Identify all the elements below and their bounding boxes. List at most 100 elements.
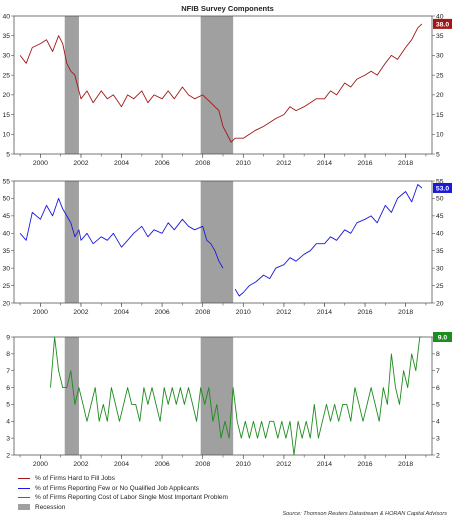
last-value-label: 38.0 <box>436 21 449 28</box>
y-tick-label-left: 20 <box>2 300 10 307</box>
legend-label-recession: Recession <box>35 503 66 511</box>
x-tick-label: 2010 <box>236 309 251 316</box>
x-tick-label: 2004 <box>114 309 129 316</box>
y-tick-label-right: 40 <box>436 13 444 20</box>
y-tick-label-left: 30 <box>2 53 10 60</box>
legend-label-hard-to-fill: % of Firms Hard to Fill Jobs <box>35 475 115 482</box>
x-tick-label: 2010 <box>236 160 251 167</box>
panel-cost-of-labor: 2233445566778899200020022004200620082010… <box>6 332 452 468</box>
x-tick-label: 2004 <box>114 160 129 167</box>
x-tick-label: 2002 <box>73 309 88 316</box>
x-tick-label: 2008 <box>195 461 210 468</box>
y-tick-label-left: 15 <box>2 112 10 119</box>
y-tick-label-right: 6 <box>436 385 440 392</box>
x-tick-label: 2018 <box>398 160 413 167</box>
y-tick-label-left: 30 <box>2 265 10 272</box>
y-tick-label-left: 50 <box>2 196 10 203</box>
y-tick-label-left: 40 <box>2 13 10 20</box>
x-tick-label: 2018 <box>398 461 413 468</box>
y-tick-label-right: 5 <box>436 402 440 409</box>
last-value-badge <box>433 18 452 29</box>
y-tick-label-right: 40 <box>436 231 444 238</box>
x-tick-label: 2000 <box>33 160 48 167</box>
x-tick-label: 2006 <box>155 309 170 316</box>
y-tick-label-right: 7 <box>436 368 440 375</box>
series-line-few-qualified <box>19 184 423 297</box>
x-tick-label: 2006 <box>155 160 170 167</box>
recession-band <box>200 337 234 455</box>
x-tick-label: 2012 <box>276 309 291 316</box>
y-tick-label-right: 35 <box>436 248 444 255</box>
x-tick-label: 2010 <box>236 461 251 468</box>
y-tick-label-right: 25 <box>436 283 444 290</box>
y-tick-label-right: 2 <box>436 452 440 459</box>
y-tick-label-left: 8 <box>6 351 10 358</box>
source-note: Source: Thomson Reuters Datastream & HOR… <box>282 511 447 517</box>
y-tick-label-left: 9 <box>6 334 10 341</box>
last-value-badge <box>433 332 452 342</box>
y-tick-label-right: 15 <box>436 112 444 119</box>
y-tick-label-left: 20 <box>2 92 10 99</box>
legend: % of Firms Hard to Fill Jobs % of Firms … <box>18 474 228 512</box>
recession-band <box>64 16 79 154</box>
x-tick-label: 2002 <box>73 461 88 468</box>
x-tick-label: 2012 <box>276 461 291 468</box>
legend-item-recession: Recession <box>18 503 228 513</box>
recession-band <box>200 16 234 154</box>
legend-swatch-recession <box>18 504 30 511</box>
y-tick-label-right: 30 <box>436 265 444 272</box>
legend-label-few-qualified: % of Firms Reporting Few or No Qualified… <box>35 484 200 492</box>
x-tick-label: 2006 <box>155 461 170 468</box>
x-tick-label: 2014 <box>317 160 332 167</box>
y-tick-label-left: 25 <box>2 283 10 290</box>
x-tick-label: 2008 <box>195 160 210 167</box>
x-tick-label: 2000 <box>33 461 48 468</box>
y-tick-label-right: 35 <box>436 33 444 40</box>
y-tick-label-left: 35 <box>2 248 10 255</box>
recession-band <box>200 181 234 303</box>
recession-band <box>64 337 79 455</box>
y-tick-label-left: 40 <box>2 231 10 238</box>
y-tick-label-left: 10 <box>2 132 10 139</box>
series-line-hard-to-fill <box>19 23 423 143</box>
x-tick-label: 2016 <box>357 160 372 167</box>
legend-item-cost-of-labor: % of Firms Reporting Cost of Labor Singl… <box>18 493 228 503</box>
y-tick-label-right: 10 <box>436 132 444 139</box>
x-tick-label: 2012 <box>276 160 291 167</box>
y-tick-label-left: 6 <box>6 385 10 392</box>
y-tick-label-left: 25 <box>2 72 10 79</box>
y-tick-label-left: 35 <box>2 33 10 40</box>
recession-band <box>64 181 79 303</box>
chart-title: NFIB Survey Components <box>181 4 274 13</box>
y-tick-label-right: 55 <box>436 178 444 185</box>
y-tick-label-right: 4 <box>436 419 440 426</box>
y-tick-label-right: 20 <box>436 300 444 307</box>
panel-hard-to-fill: 5 5 10 10 15 15 20 20 25 25 30 30 35 35 40 40 2000 2002 20… <box>2 13 452 167</box>
y-tick-label-left: 5 <box>6 402 10 409</box>
y-tick-label-left: 4 <box>6 419 10 426</box>
y-tick-label-left: 2 <box>6 452 10 459</box>
y-tick-label-left: 5 <box>6 151 10 158</box>
x-tick-label: 2014 <box>317 461 332 468</box>
x-tick-label: 2018 <box>398 309 413 316</box>
series-line-cost-of-labor <box>50 336 422 456</box>
legend-item-few-qualified: % of Firms Reporting Few or No Qualified… <box>18 484 228 494</box>
y-tick-label-right: 25 <box>436 72 444 79</box>
y-tick-label-left: 7 <box>6 368 10 375</box>
x-tick-label: 2002 <box>73 160 88 167</box>
x-tick-label: 2008 <box>195 309 210 316</box>
last-value-label: 9.0 <box>438 335 448 342</box>
y-tick-label-right: 3 <box>436 435 440 442</box>
y-tick-label-left: 55 <box>2 178 10 185</box>
x-tick-label: 2004 <box>114 461 129 468</box>
panel-few-qualified: 20 20 25 25 30 30 35 35 40 40 45 45 50 50 55 55 2000 2002… <box>2 178 452 316</box>
x-tick-label: 2000 <box>33 309 48 316</box>
legend-swatch-few-qualified <box>18 487 30 489</box>
y-tick-label-right: 20 <box>436 92 444 99</box>
last-value-label: 53.0 <box>436 185 449 192</box>
y-tick-label-right: 45 <box>436 213 444 220</box>
y-tick-label-left: 45 <box>2 213 10 220</box>
y-tick-label-right: 30 <box>436 53 444 60</box>
legend-swatch-hard-to-fill <box>18 478 30 480</box>
